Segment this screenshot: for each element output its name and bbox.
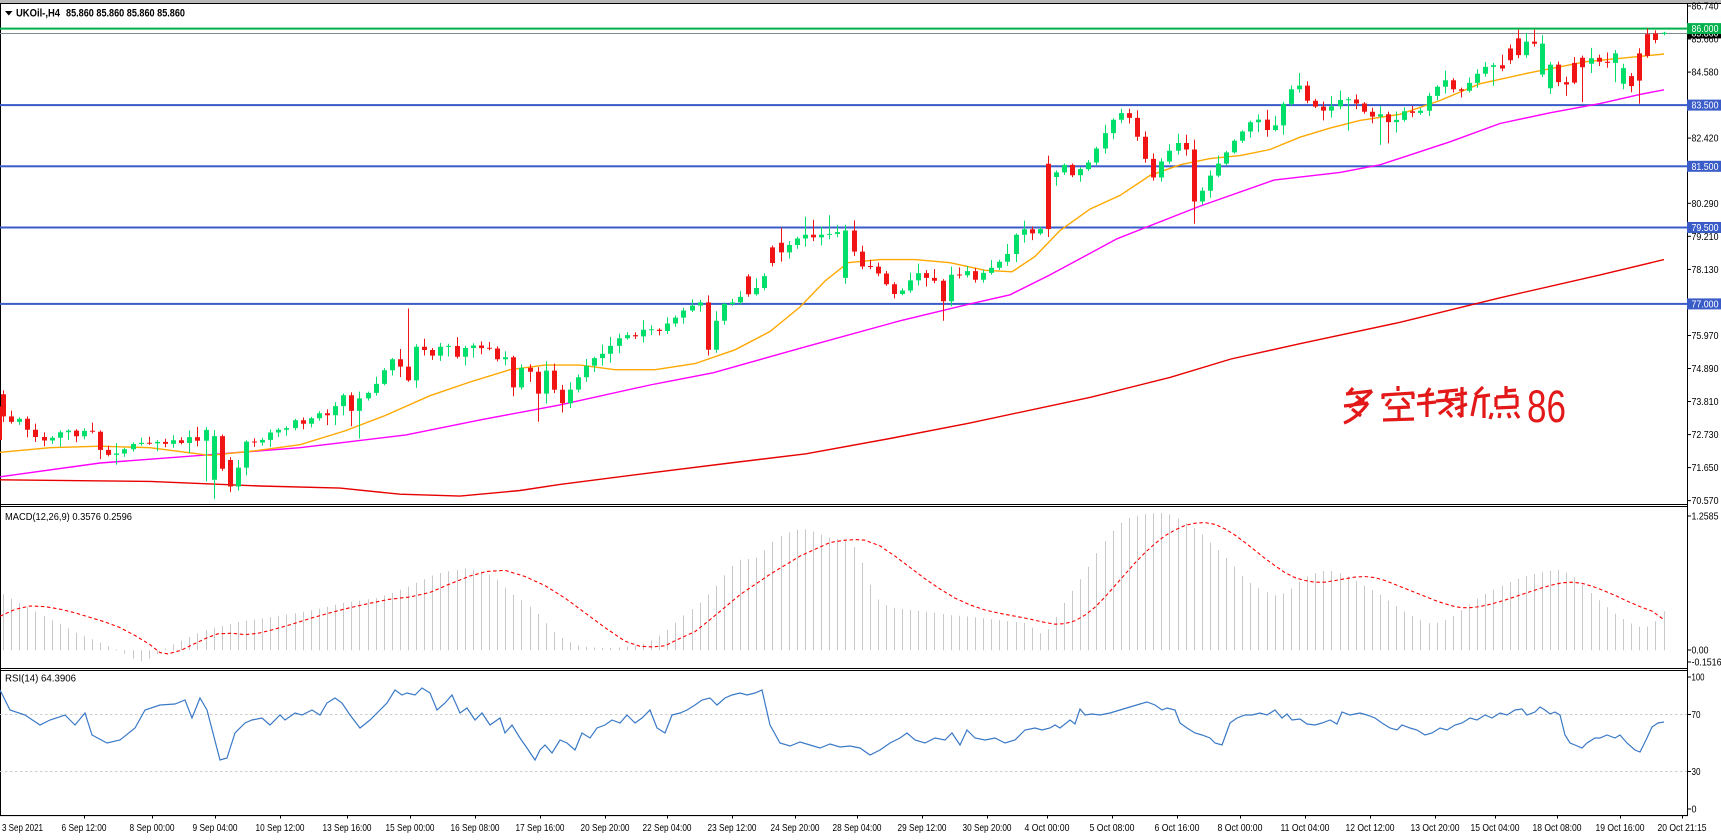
svg-text:16 Sep 08:00: 16 Sep 08:00 [451,822,500,834]
svg-text:83.500: 83.500 [1692,100,1719,112]
svg-text:78.130: 78.130 [1692,264,1719,276]
svg-text:22 Sep 04:00: 22 Sep 04:00 [643,822,692,834]
svg-text:73.810: 73.810 [1692,396,1719,408]
svg-text:12 Oct 12:00: 12 Oct 12:00 [1346,822,1395,834]
svg-text:28 Sep 04:00: 28 Sep 04:00 [833,822,882,834]
svg-text:13 Sep 16:00: 13 Sep 16:00 [323,822,372,834]
svg-text:86.740: 86.740 [1692,1,1719,13]
svg-text:24 Sep 20:00: 24 Sep 20:00 [771,822,820,834]
svg-text:20 Sep 20:00: 20 Sep 20:00 [581,822,630,834]
svg-text:80.290: 80.290 [1692,198,1719,210]
svg-text:15 Oct 04:00: 15 Oct 04:00 [1471,822,1520,834]
svg-text:17 Sep 16:00: 17 Sep 16:00 [516,822,565,834]
svg-text:RSI(14) 64.3906: RSI(14) 64.3906 [5,673,76,685]
svg-text:18 Oct 08:00: 18 Oct 08:00 [1533,822,1582,834]
svg-text:82.420: 82.420 [1692,133,1719,145]
svg-text:11 Oct 04:00: 11 Oct 04:00 [1281,822,1330,834]
svg-text:10 Sep 12:00: 10 Sep 12:00 [256,822,305,834]
svg-text:5 Oct 08:00: 5 Oct 08:00 [1090,822,1135,834]
svg-text:3 Sep 2021: 3 Sep 2021 [2,822,43,834]
svg-text:0.00: 0.00 [1692,645,1709,657]
svg-text:72.730: 72.730 [1692,429,1719,441]
svg-text:15 Sep 00:00: 15 Sep 00:00 [386,822,435,834]
svg-text:6 Sep 12:00: 6 Sep 12:00 [62,822,107,834]
svg-text:8 Oct 00:00: 8 Oct 00:00 [1218,822,1263,834]
svg-text:77.000: 77.000 [1692,298,1719,310]
svg-text:-0.1516: -0.1516 [1692,657,1721,669]
svg-text:6 Oct 16:00: 6 Oct 16:00 [1155,822,1200,834]
svg-text:81.500: 81.500 [1692,161,1719,173]
svg-text:75.970: 75.970 [1692,330,1719,342]
svg-text:20 Oct 21:15: 20 Oct 21:15 [1658,822,1707,834]
svg-text:74.890: 74.890 [1692,363,1719,375]
svg-text:UKOil-,H4: UKOil-,H4 [16,8,61,20]
svg-text:9 Sep 04:00: 9 Sep 04:00 [193,822,238,834]
svg-text:19 Oct 16:00: 19 Oct 16:00 [1596,822,1645,834]
svg-text:MACD(12,26,9) 0.3576 0.2596: MACD(12,26,9) 0.3576 0.2596 [5,511,132,523]
svg-text:1.2585: 1.2585 [1692,511,1719,523]
svg-text:79.500: 79.500 [1692,222,1719,234]
svg-text:23 Sep 12:00: 23 Sep 12:00 [708,822,757,834]
svg-text:0: 0 [1692,804,1697,816]
svg-text:100: 100 [1692,672,1705,684]
svg-text:70.570: 70.570 [1692,495,1719,507]
svg-text:85.860 85.860 85.860 85.860: 85.860 85.860 85.860 85.860 [66,8,185,20]
svg-text:8 Sep 00:00: 8 Sep 00:00 [130,822,175,834]
svg-text:13 Oct 20:00: 13 Oct 20:00 [1411,822,1460,834]
svg-text:70: 70 [1692,709,1701,721]
svg-text:71.650: 71.650 [1692,462,1719,474]
svg-text:86.000: 86.000 [1692,23,1719,35]
svg-text:30 Sep 20:00: 30 Sep 20:00 [963,822,1012,834]
svg-text:79.210: 79.210 [1692,231,1719,243]
svg-text:30: 30 [1692,766,1701,778]
svg-text:86: 86 [1527,381,1566,432]
svg-text:4 Oct 00:00: 4 Oct 00:00 [1025,822,1070,834]
svg-text:84.580: 84.580 [1692,67,1719,79]
svg-text:29 Sep 12:00: 29 Sep 12:00 [898,822,947,834]
